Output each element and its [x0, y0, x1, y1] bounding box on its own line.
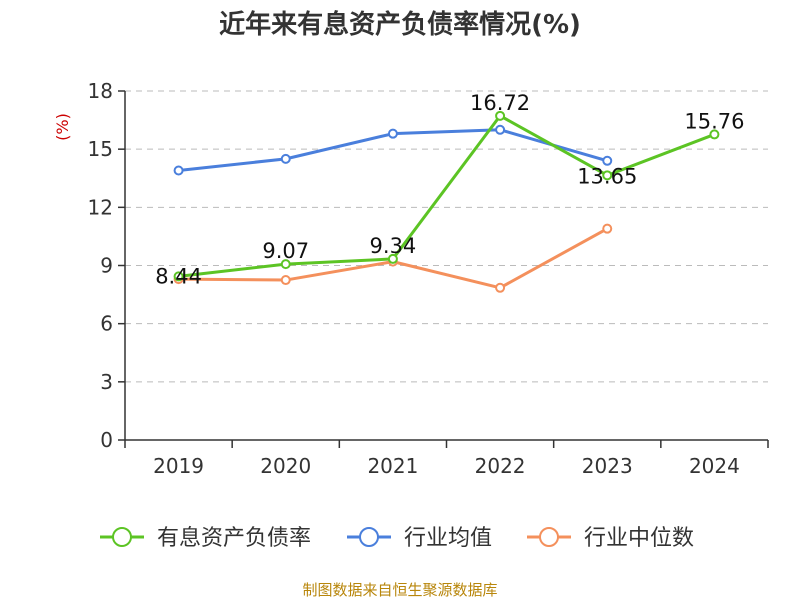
data-point [495, 110, 506, 121]
data-label: 16.72 [470, 91, 530, 115]
x-tick-label: 2024 [689, 454, 740, 478]
legend-swatch-marker [539, 527, 559, 547]
data-label: 13.65 [577, 164, 637, 188]
y-tick-label: 9 [100, 254, 113, 278]
data-point [280, 153, 291, 164]
y-axis-unit: (%) [53, 113, 72, 141]
legend-label: 行业均值 [404, 526, 492, 551]
grid [125, 90, 768, 383]
y-tick-label: 18 [88, 79, 113, 103]
data-point [173, 271, 184, 282]
series-lines [173, 110, 720, 293]
data-point [602, 155, 613, 166]
y-tick-label: 15 [88, 137, 113, 161]
legend-label: 有息资产负债率 [157, 526, 311, 551]
data-source-note: 制图数据来自恒生聚源数据库 [302, 581, 497, 599]
y-tick-label: 6 [100, 312, 113, 336]
y-tick-label: 12 [88, 195, 113, 219]
x-tick-label: 2023 [582, 454, 633, 478]
data-point [495, 124, 506, 135]
x-tick-label: 2021 [367, 454, 418, 478]
legend: 有息资产负债率 行业均值 行业中位数 [100, 526, 694, 551]
data-point [602, 223, 613, 234]
legend-label: 行业中位数 [584, 526, 694, 551]
data-point [173, 165, 184, 176]
data-point [280, 275, 291, 286]
x-tick-label: 2019 [153, 454, 204, 478]
chart-title: 近年来有息资产负债率情况(%) [219, 9, 581, 40]
data-label: 9.07 [262, 239, 309, 263]
legend-swatch-marker [359, 527, 379, 547]
legend-swatch-marker [112, 527, 132, 547]
axes: 0 3 6 9 12 15 18 2019 2020 2021 2022 2023 2024 [88, 79, 769, 478]
data-label: 9.34 [370, 234, 417, 258]
y-tick-label: 3 [100, 370, 113, 394]
x-tick-label: 2020 [260, 454, 311, 478]
y-tick-label: 0 [100, 428, 113, 452]
data-point [387, 128, 398, 139]
data-point [709, 129, 720, 140]
data-label: 8.44 [155, 264, 202, 288]
x-tick-label: 2022 [475, 454, 526, 478]
series-line [178, 114, 715, 278]
data-label: 15.76 [684, 109, 744, 133]
data-labels: 8.44 9.07 9.34 16.72 13.65 15.76 [155, 91, 744, 289]
data-point [495, 282, 506, 293]
data-point [602, 170, 613, 181]
data-point [387, 253, 398, 264]
data-point [280, 259, 291, 270]
